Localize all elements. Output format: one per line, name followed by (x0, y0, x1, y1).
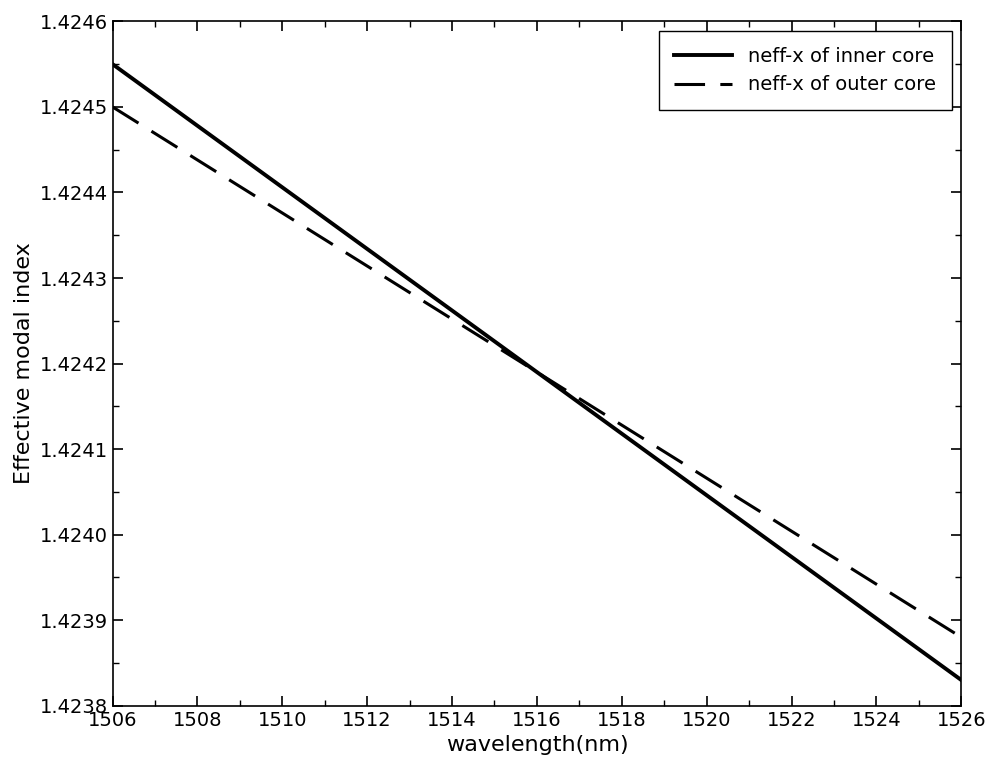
Line: neff-x of outer core: neff-x of outer core (113, 107, 961, 638)
neff-x of inner core (784, 551, 796, 560)
neff-x of outer core (955, 633, 967, 642)
neff-x of outer core (784, 525, 796, 534)
X-axis label: wavelength(nm): wavelength(nm) (446, 735, 628, 755)
Legend: neff-x of inner core, neff-x of outer core: neff-x of inner core, neff-x of outer co… (659, 31, 952, 110)
neff-x of inner core (768, 540, 780, 549)
neff-x of outer core (107, 102, 119, 112)
neff-x of inner core (107, 59, 119, 68)
neff-x of inner core (480, 331, 492, 340)
Line: neff-x of inner core: neff-x of inner core (113, 64, 961, 680)
Y-axis label: Effective modal index: Effective modal index (14, 243, 34, 484)
neff-x of outer core (450, 317, 462, 326)
neff-x of inner core (689, 482, 701, 491)
neff-x of outer core (480, 336, 492, 345)
neff-x of inner core (450, 308, 462, 318)
neff-x of outer core (193, 156, 205, 165)
neff-x of inner core (955, 675, 967, 684)
neff-x of outer core (768, 516, 780, 525)
neff-x of outer core (689, 467, 701, 476)
neff-x of inner core (193, 122, 205, 131)
